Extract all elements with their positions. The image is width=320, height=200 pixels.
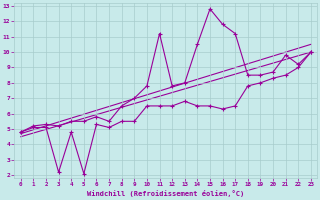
X-axis label: Windchill (Refroidissement éolien,°C): Windchill (Refroidissement éolien,°C): [87, 190, 244, 197]
